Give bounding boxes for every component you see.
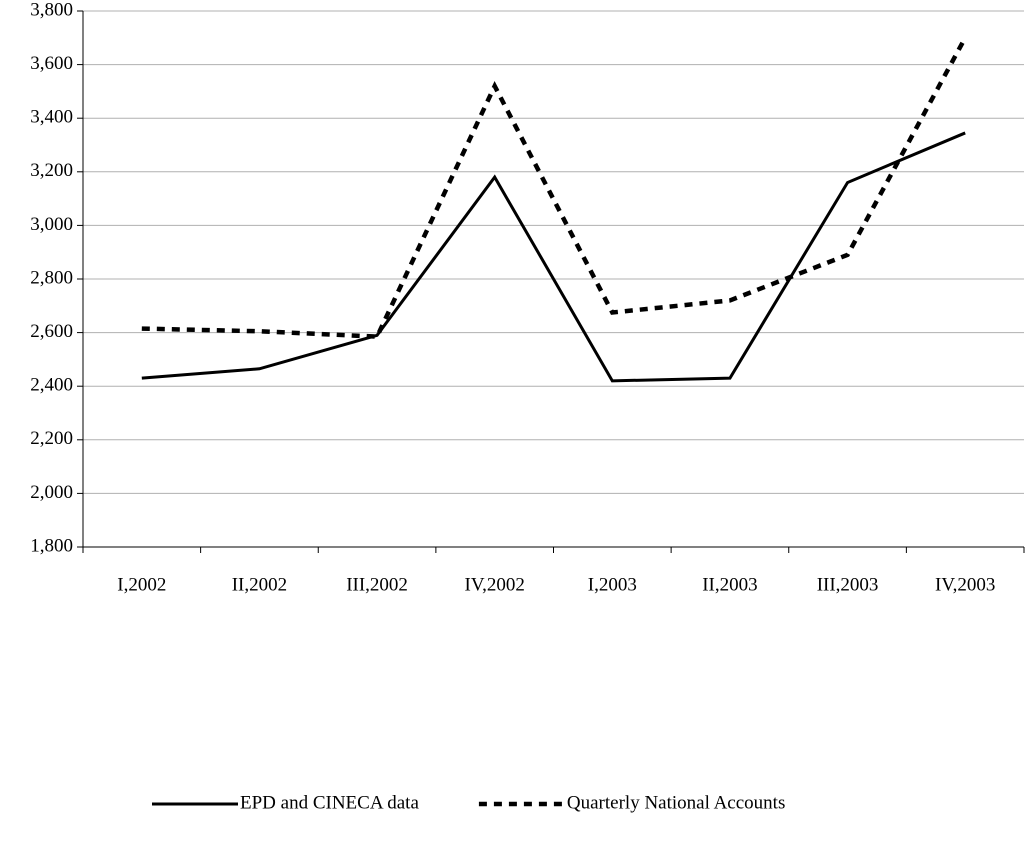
y-tick-label: 2,000: [30, 482, 73, 503]
y-tick-label: 3,800: [30, 0, 73, 20]
x-tick-label: I,2002: [117, 574, 166, 595]
y-tick-label: 2,600: [30, 321, 73, 342]
y-tick-label: 2,200: [30, 428, 73, 449]
x-tick-label: I,2003: [588, 574, 637, 595]
x-tick-label: III,2003: [817, 574, 879, 595]
y-tick-label: 3,400: [30, 107, 73, 128]
legend-label: Quarterly National Accounts: [567, 792, 785, 813]
x-tick-label: IV,2003: [935, 574, 995, 595]
y-tick-label: 1,800: [30, 535, 73, 556]
y-tick-label: 3,600: [30, 53, 73, 74]
y-tick-label: 3,200: [30, 160, 73, 181]
x-tick-label: II,2002: [232, 574, 287, 595]
x-tick-label: III,2002: [346, 574, 408, 595]
y-tick-label: 2,800: [30, 267, 73, 288]
series-line: [141, 36, 968, 339]
x-tick-label: II,2003: [702, 574, 757, 595]
y-tick-label: 3,000: [30, 214, 73, 235]
legend-label: EPD and CINECA data: [240, 792, 419, 813]
series-line: [141, 131, 966, 383]
y-tick-label: 2,400: [30, 375, 73, 396]
x-tick-label: IV,2002: [465, 574, 525, 595]
